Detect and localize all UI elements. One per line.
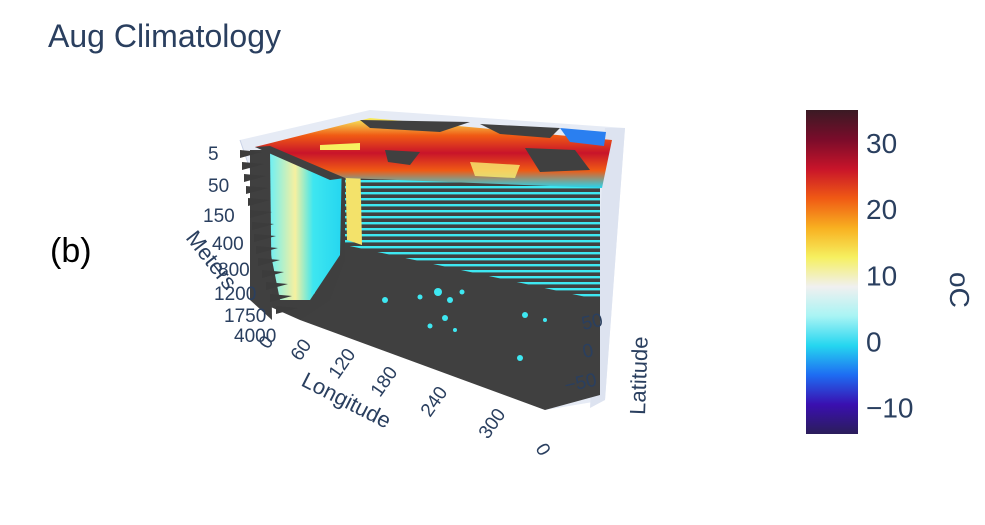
chart-title: Aug Climatology bbox=[48, 18, 281, 54]
y-tick: 0 bbox=[581, 340, 596, 363]
x-tick: 60 bbox=[287, 336, 316, 365]
surface-layer bbox=[255, 118, 612, 188]
z-tick: 150 bbox=[203, 206, 235, 227]
panel-label: (b) bbox=[50, 232, 92, 270]
x-tick: 240 bbox=[417, 383, 452, 421]
x-tick: 180 bbox=[367, 363, 402, 401]
y-tick: 50 bbox=[580, 310, 605, 335]
seafloor-features bbox=[311, 288, 547, 361]
y-axis-title: Latitude bbox=[625, 336, 653, 415]
left-section bbox=[250, 150, 345, 320]
z-axis-ticks: 5 50 150 400 800 1200 1750 4000 bbox=[203, 144, 276, 347]
z-tick: 800 bbox=[218, 260, 250, 281]
z-tick: 1750 bbox=[224, 306, 266, 327]
z-tick: 400 bbox=[212, 234, 244, 255]
z-tick: 5 bbox=[208, 144, 219, 165]
z-tick: 50 bbox=[208, 176, 229, 197]
x-tick: 300 bbox=[475, 405, 510, 443]
depth-layer-edges bbox=[240, 150, 298, 314]
z-tick: 4000 bbox=[234, 326, 276, 347]
x-tick: 0 bbox=[531, 440, 554, 460]
y-axis-ticks: 50 0 −50 bbox=[563, 310, 605, 397]
z-tick: 1200 bbox=[214, 284, 256, 305]
